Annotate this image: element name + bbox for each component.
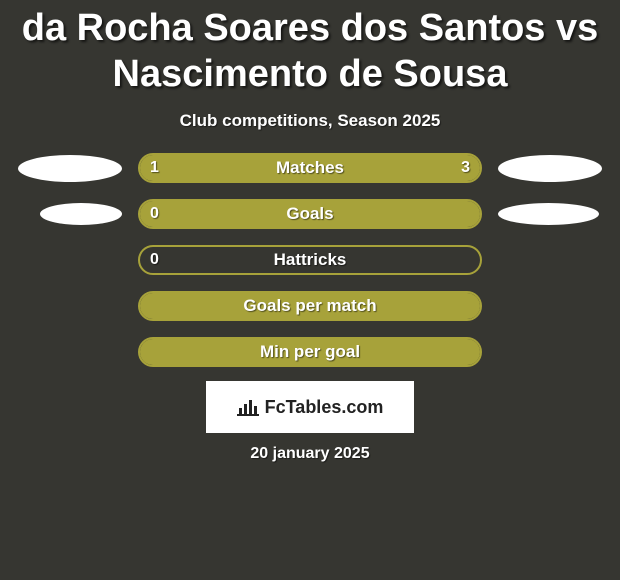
player-right-ellipse (498, 155, 602, 182)
stat-bar: Goals per match (138, 291, 482, 321)
left-ellipse-slot (12, 203, 122, 225)
stat-label: Matches (140, 155, 480, 181)
stat-bar: 13Matches (138, 153, 482, 183)
stat-row: Goals per match (0, 291, 620, 321)
page-title: da Rocha Soares dos Santos vs Nascimento… (0, 0, 620, 97)
brand-box: FcTables.com (206, 381, 414, 433)
stat-bar: 0Hattricks (138, 245, 482, 275)
player-left-ellipse (18, 155, 122, 182)
subtitle: Club competitions, Season 2025 (0, 111, 620, 131)
stat-row: 0Goals (0, 199, 620, 229)
left-ellipse-slot (12, 155, 122, 182)
brand-text: FcTables.com (265, 397, 384, 418)
stat-label: Hattricks (140, 247, 480, 273)
stat-label: Min per goal (140, 339, 480, 365)
stats-container: 13Matches 0Goals 0Hattricks Goals per match… (0, 153, 620, 367)
right-ellipse-slot (498, 203, 608, 225)
player-left-ellipse (40, 203, 122, 225)
stat-bar: 0Goals (138, 199, 482, 229)
stat-row: Min per goal (0, 337, 620, 367)
chart-bars-icon (237, 398, 259, 416)
stat-row: 0Hattricks (0, 245, 620, 275)
stat-label: Goals per match (140, 293, 480, 319)
player-right-ellipse (498, 203, 599, 225)
stat-label: Goals (140, 201, 480, 227)
date-text: 20 january 2025 (0, 445, 620, 463)
right-ellipse-slot (498, 155, 608, 182)
stat-bar: Min per goal (138, 337, 482, 367)
stat-row: 13Matches (0, 153, 620, 183)
